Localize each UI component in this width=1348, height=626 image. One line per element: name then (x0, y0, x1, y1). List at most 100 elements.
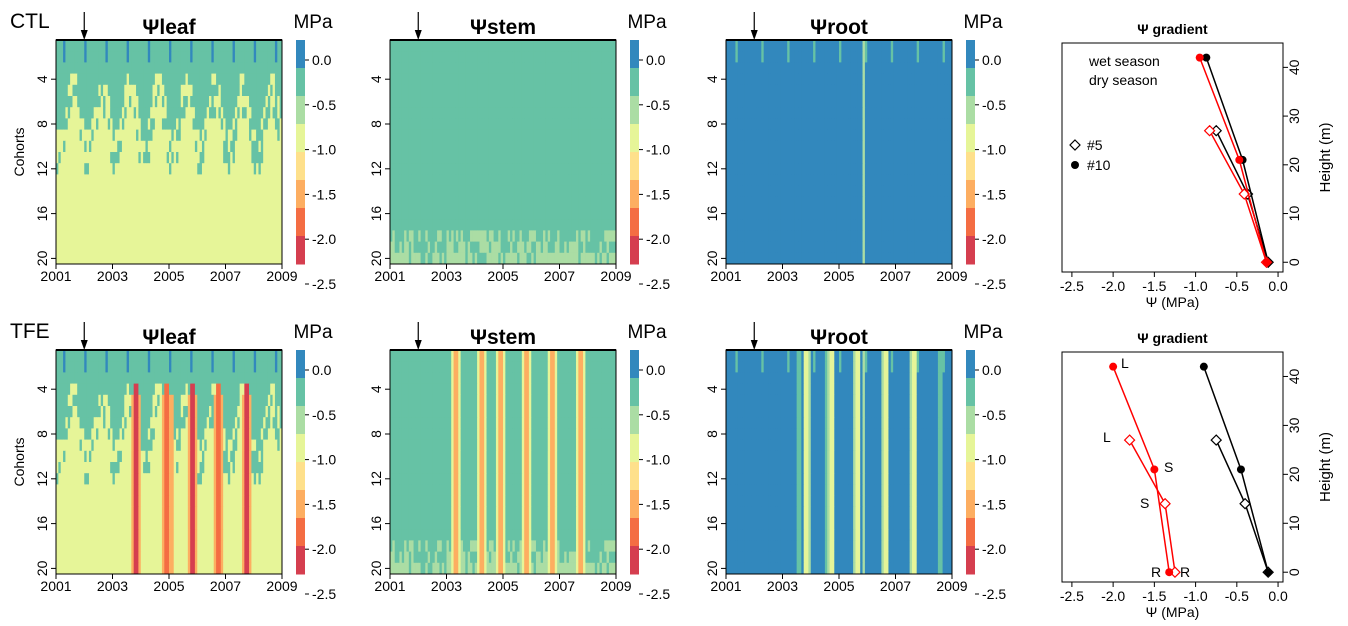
heatmap-cell (841, 40, 845, 52)
heatmap-cell (93, 84, 97, 97)
heatmap-cell (481, 163, 485, 175)
heatmap-cell (239, 252, 243, 265)
heatmap-cell (824, 96, 828, 108)
heatmap-cell (568, 174, 572, 186)
heatmap-cell (787, 140, 790, 153)
heatmap-cell (919, 107, 922, 119)
heatmap-cell (604, 73, 607, 86)
heatmap-cell (164, 163, 168, 175)
heatmap-cell (187, 174, 191, 186)
heatmap-cell (758, 140, 762, 153)
heatmap-cell (749, 73, 753, 86)
heatmap-cell (822, 40, 826, 52)
heatmap-cell (512, 62, 516, 74)
heatmap-cell (914, 84, 918, 97)
heatmap-cell (571, 185, 575, 198)
heatmap-cell (197, 219, 200, 231)
heatmap-cell (159, 129, 163, 142)
heatmap-cell (862, 107, 866, 119)
heatmap-cell (406, 241, 410, 254)
heatmap-cell (552, 96, 556, 108)
heatmap-cell (430, 241, 433, 254)
heatmap-cell (737, 40, 741, 52)
heatmap-cell (897, 62, 901, 74)
heatmap-cell (166, 73, 170, 86)
heatmap-cell (613, 51, 617, 63)
heatmap-cell (404, 219, 407, 231)
heatmap-cell (521, 163, 525, 175)
heatmap-cell (813, 152, 816, 164)
heatmap-cell (869, 107, 873, 119)
heatmap-cell (220, 174, 224, 186)
heatmap-cell (526, 107, 530, 119)
heatmap-cell (150, 174, 153, 186)
heatmap-cell (862, 51, 866, 63)
heatmap-cell (209, 230, 212, 242)
heatmap-cell (152, 107, 156, 119)
heatmap-cell (460, 152, 464, 164)
heatmap-cell (904, 51, 908, 63)
heatmap-cell (829, 118, 833, 130)
heatmap-cell (474, 96, 478, 108)
heatmap-cell (199, 185, 203, 198)
heatmap-cell (853, 107, 856, 119)
heatmap-cell (392, 252, 396, 265)
heatmap-cell (472, 84, 476, 97)
heatmap-cell (550, 163, 553, 175)
heatmap-cell (507, 152, 511, 164)
heatmap-cell (728, 140, 732, 153)
heatmap-cell (820, 73, 823, 86)
heatmap-cell (84, 51, 87, 63)
heatmap-cell (176, 84, 179, 97)
heatmap-cell (594, 241, 598, 254)
heatmap-cell (949, 129, 953, 142)
heatmap-cell (166, 163, 170, 175)
heatmap-cell (568, 185, 572, 198)
heatmap-cell (239, 84, 243, 97)
heatmap-cell (547, 163, 551, 175)
heatmap-cell (197, 40, 200, 52)
heatmap-cell (519, 174, 523, 186)
heatmap-cell (267, 107, 271, 119)
heatmap-cell (535, 163, 539, 175)
heatmap-cell (70, 107, 73, 119)
heatmap-cell (919, 62, 922, 74)
heatmap-cell (803, 62, 807, 74)
heatmap-cell (735, 84, 739, 97)
heatmap-cell (183, 129, 186, 142)
heatmap-cell (564, 40, 567, 52)
heatmap-cell (815, 84, 819, 97)
heatmap-cell (453, 208, 457, 220)
heatmap-cell (432, 40, 436, 52)
heatmap-cell (79, 196, 83, 209)
heatmap-cell (446, 107, 450, 119)
heatmap-cell (131, 118, 135, 130)
heatmap-cell (91, 96, 95, 108)
heatmap-cell (547, 252, 551, 265)
heatmap-cell (444, 118, 447, 130)
heatmap-cell (526, 219, 530, 231)
heatmap-cell (197, 129, 200, 142)
heatmap-cell (740, 51, 743, 63)
heatmap-cell (173, 73, 177, 86)
heatmap-cell (500, 252, 504, 265)
heatmap-cell (829, 40, 833, 52)
heatmap-cell (526, 40, 530, 52)
heatmap-cell (96, 107, 99, 119)
heatmap-cell (611, 230, 615, 242)
heatmap-cell (169, 107, 172, 119)
heatmap-cell (559, 140, 563, 153)
heatmap-cell (183, 185, 186, 198)
heatmap-cell (249, 196, 252, 209)
heatmap-cell (213, 118, 217, 130)
heatmap-cell (871, 62, 875, 74)
heatmap-cell (159, 84, 163, 97)
heatmap-cell (460, 96, 464, 108)
heatmap-cell (467, 118, 471, 130)
heatmap-cell (604, 196, 607, 209)
heatmap-cell (836, 73, 840, 86)
heatmap-cell (775, 107, 779, 119)
heatmap-cell (869, 40, 873, 52)
heatmap-cell (585, 230, 589, 242)
heatmap-cell (505, 230, 509, 242)
